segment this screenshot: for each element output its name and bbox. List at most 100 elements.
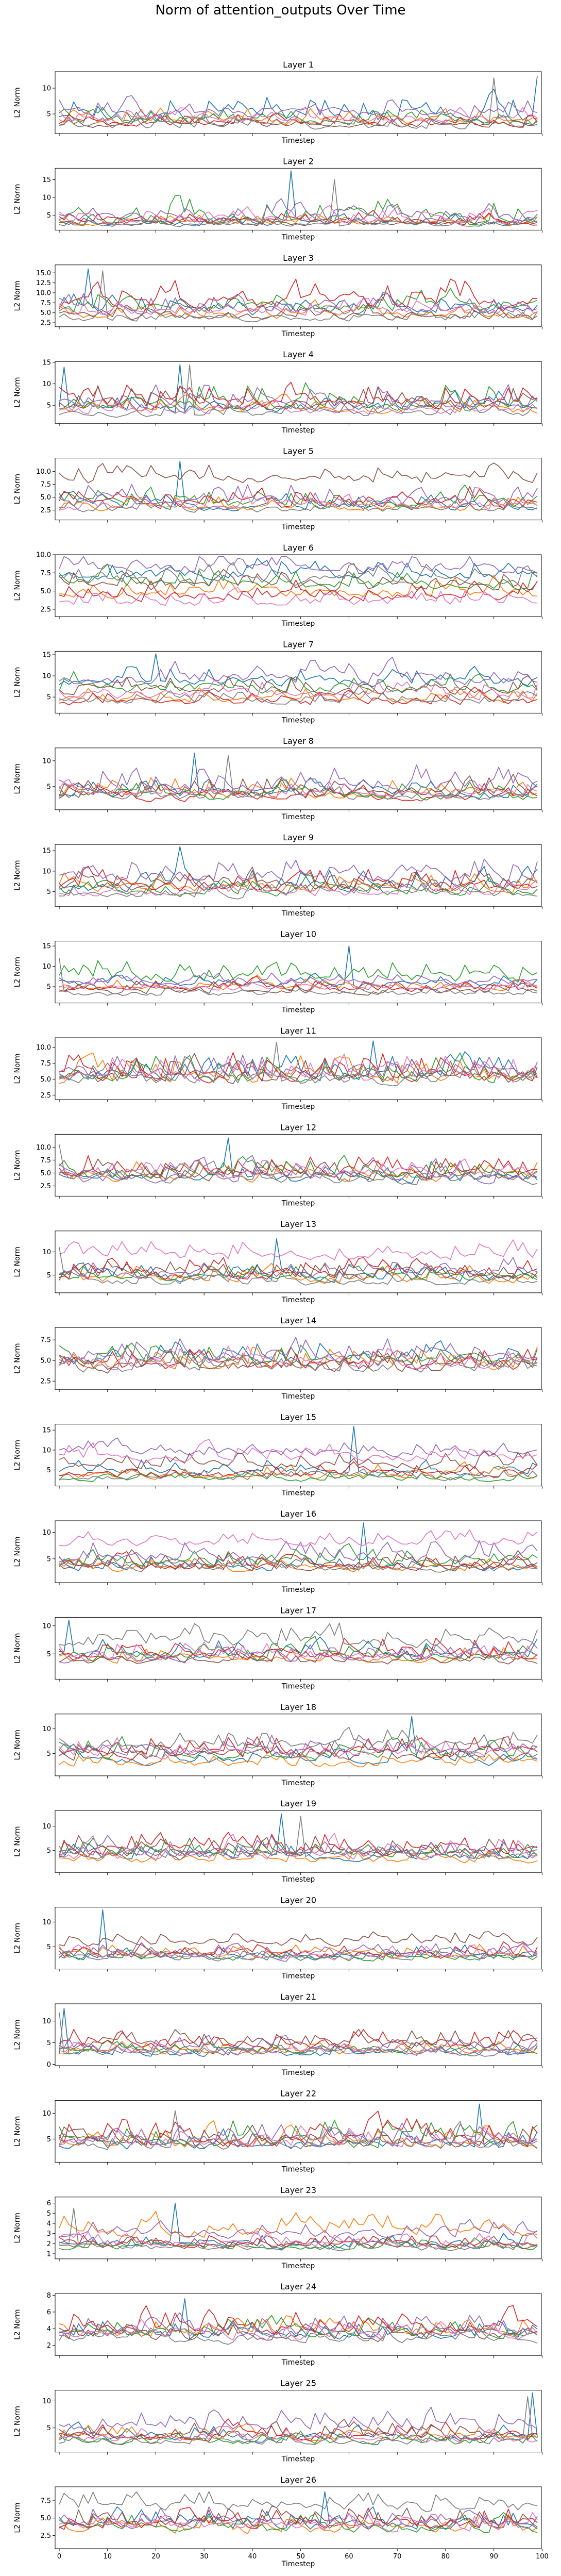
series-line [59,106,538,123]
panel-title: Layer 15 [280,1412,316,1422]
series-line [59,2328,538,2345]
series-line [59,779,538,801]
series-line [59,299,538,319]
y-axis-label: L2 Norm [13,1633,22,1664]
y-tick-label: 4 [47,2325,51,2333]
y-tick-label: 5.0 [40,309,51,317]
series-line [59,2512,538,2533]
panel-title: Layer 14 [280,1316,316,1325]
y-tick-label: 10 [42,194,51,202]
series-line [59,2491,538,2513]
series-line [59,115,538,128]
panel-title: Layer 1 [283,60,314,70]
x-axis-label: Timestep [281,1779,315,1787]
y-tick-label: 2.5 [40,1183,51,1190]
series-line [59,1041,538,1087]
series-line [59,2012,538,2057]
series-line [59,562,538,587]
plot-frame [55,747,542,810]
plot-frame [55,1134,542,1196]
series-line [59,1158,538,1179]
y-tick-label: 10 [42,380,51,388]
series-line [59,496,538,511]
y-tick-label: 10 [42,2398,51,2405]
x-axis-label: Timestep [281,620,315,628]
plot-frame [55,844,542,907]
layer-panel: Layer 23 1 2 3 4 5 6 Timestep L2 Norm [13,2185,542,2270]
y-axis-label: L2 Norm [13,860,22,891]
y-axis-label: L2 Norm [13,2309,22,2340]
series-line [59,846,538,893]
x-tick-label: 100 [536,2553,549,2561]
x-axis-label: Timestep [281,2165,315,2173]
y-tick-label: 5 [47,2424,51,2432]
x-axis-label: Timestep [281,1296,315,1304]
series-line [59,1833,538,1860]
y-tick-label: 10.0 [36,468,51,476]
y-tick-label: 7.5 [40,570,51,577]
y-tick-label: 5.0 [40,1357,51,1365]
plot-frame [55,1520,542,1583]
plot-frame [55,2003,542,2066]
y-tick-label: 6 [47,2200,51,2207]
y-axis-label: L2 Norm [13,1923,22,1953]
series-line [59,1649,538,1665]
series-line [59,1736,538,1761]
x-axis-label: Timestep [281,523,315,531]
layer-panel: Layer 17 5 10 Timestep L2 Norm [13,1605,542,1690]
series-line [59,381,538,410]
y-tick-label: 4 [47,2220,51,2228]
x-tick-label: 0 [57,2553,61,2561]
x-tick-label: 50 [296,2553,305,2561]
series-line [59,460,538,511]
plot-frame [55,941,542,1004]
x-tick-label: 20 [151,2553,160,2561]
y-axis-label: L2 Norm [13,667,22,697]
series-line [59,978,538,996]
series-line [59,205,538,226]
series-line [59,690,538,705]
panel-title: Layer 26 [280,2475,316,2485]
y-axis-label: L2 Norm [13,280,22,311]
panel-title: Layer 16 [280,1509,316,1519]
y-tick-label: 10 [42,1529,51,1537]
plot-frame [55,1617,542,1680]
series-line [59,1137,538,1184]
series-line [59,880,538,900]
series-line [59,2319,538,2341]
series-line [59,679,538,701]
y-tick-label: 10.0 [36,1144,51,1152]
series-line [59,958,538,996]
series-line [59,1158,538,1182]
y-tick-label: 10 [42,1249,51,1256]
y-tick-label: 5 [47,402,51,410]
y-tick-label: 15 [42,1427,51,1435]
y-axis-label: L2 Norm [13,1730,22,1760]
series-line [59,2419,538,2440]
panel-title: Layer 10 [280,929,316,939]
x-axis-label: Timestep [281,1875,315,1884]
series-line [59,866,538,892]
series-line [59,1461,538,1480]
panel-title: Layer 19 [280,1799,316,1808]
series-line [59,1144,538,1185]
layer-panel: Layer 20 5 10 Timestep L2 Norm [13,1896,542,1981]
series-line [59,107,538,125]
y-tick-label: 7.5 [40,1157,51,1165]
layer-panel: Layer 1 5 10 Timestep L2 Norm [13,60,542,145]
y-tick-label: 8 [47,2292,51,2300]
series-line [59,2202,538,2250]
x-tick-label: 10 [103,2553,112,2561]
y-tick-label: 5 [47,1555,51,1563]
series-line [59,656,538,685]
series-line [59,2029,538,2050]
y-axis-label: L2 Norm [13,184,22,214]
plot-frame [55,1714,542,1776]
x-tick-label: 70 [393,2553,402,2561]
y-tick-label: 10 [42,757,51,765]
series-line [59,1425,538,1476]
y-axis-label: L2 Norm [13,1247,22,1277]
y-axis-label: L2 Norm [13,2116,22,2147]
layer-panel: Layer 2 5 10 15 Timestep L2 Norm [13,156,542,241]
